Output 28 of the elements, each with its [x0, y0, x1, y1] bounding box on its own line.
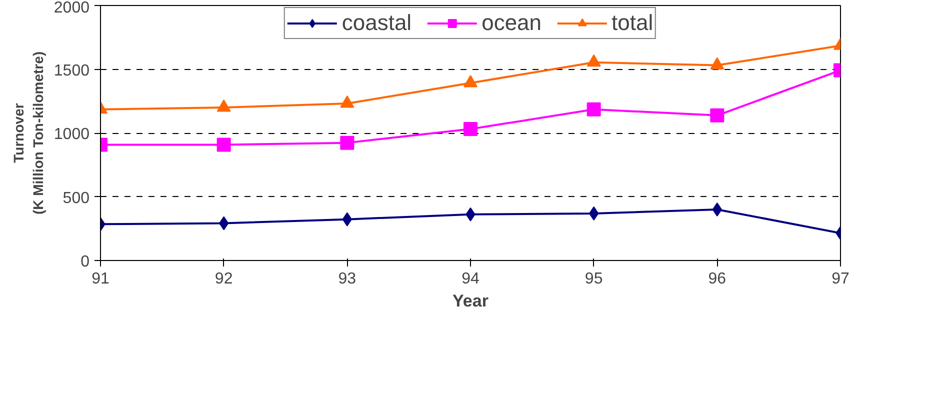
point — [712, 202, 722, 216]
y-tick-label: 2000 — [54, 0, 90, 16]
point — [710, 108, 724, 122]
y-axis-title: Turnover (K Million Ton-kilometre) — [10, 51, 46, 215]
legend-label: total — [612, 10, 654, 36]
x-tick-label: 97 — [832, 270, 850, 288]
x-axis-title: Year — [452, 292, 489, 310]
point — [464, 75, 478, 88]
x-tick-label: 94 — [462, 270, 480, 288]
legend-label: ocean — [482, 10, 542, 36]
legend-label: coastal — [342, 10, 412, 36]
point — [710, 57, 724, 70]
y-tick-label: 500 — [62, 190, 90, 207]
x-tick-label: 95 — [584, 270, 603, 288]
y-tick-label: 1500 — [54, 62, 90, 80]
x-tick-label: 92 — [214, 270, 233, 288]
x-tick-label: 91 — [92, 270, 110, 288]
point — [340, 96, 354, 108]
point — [340, 136, 354, 150]
point — [464, 122, 478, 136]
y-tick-label: 1000 — [54, 126, 90, 143]
point — [586, 102, 601, 116]
x-tick-label: 93 — [338, 270, 356, 288]
point — [586, 54, 601, 67]
point — [216, 99, 231, 112]
y-tick-label: 0 — [80, 254, 90, 270]
x-tick-label: 96 — [708, 270, 726, 288]
point — [216, 138, 231, 152]
